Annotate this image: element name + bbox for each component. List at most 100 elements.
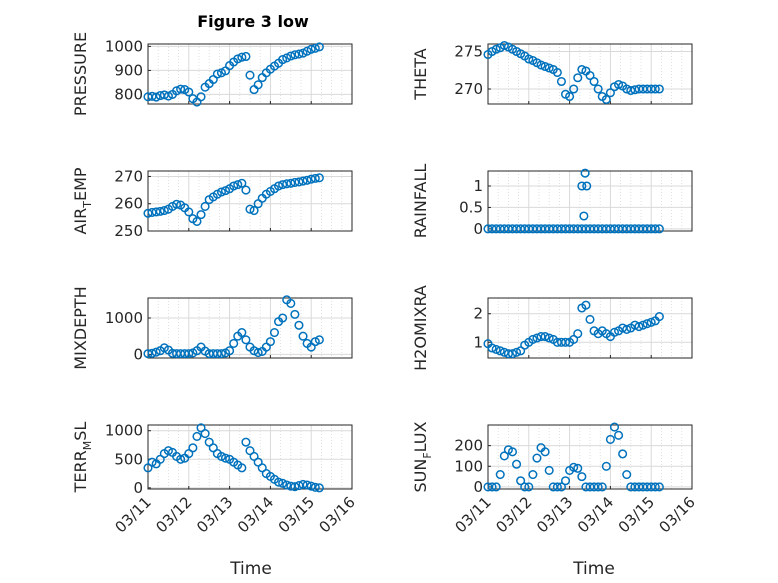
x-tick-label: 03/13: [533, 493, 576, 536]
data-point: [147, 457, 157, 467]
y-tick-label: 500: [114, 450, 143, 468]
data-point: [278, 55, 288, 65]
data-point: [552, 67, 562, 78]
y-axis-label-main: MIXDEPTH: [71, 286, 90, 369]
data-point: [269, 327, 280, 338]
data-point: [544, 333, 554, 343]
data-point: [188, 443, 198, 453]
y-tick-label: 0: [133, 479, 143, 497]
data-point: [654, 224, 664, 234]
data-point: [306, 44, 316, 54]
x-tick-label: 03/11: [112, 493, 155, 536]
data-point: [274, 181, 284, 191]
data-point: [507, 349, 518, 359]
data-point: [618, 449, 628, 459]
data-point: [257, 73, 267, 83]
data-point: [487, 343, 497, 353]
data-point: [237, 52, 247, 62]
y-axis-label-main: RAINFALL: [411, 164, 430, 239]
data-point: [491, 344, 501, 354]
data-point: [314, 42, 324, 52]
data-point: [241, 335, 251, 345]
y-axis-label: MIXDEPTH: [71, 286, 90, 369]
data-point: [253, 80, 263, 90]
data-point: [249, 85, 259, 95]
data-point: [540, 447, 550, 457]
data-point: [654, 84, 664, 94]
data-point: [196, 210, 206, 220]
axes-box: [147, 43, 353, 105]
data-point: [540, 332, 550, 342]
data-point: [286, 298, 296, 309]
data-point: [552, 482, 562, 492]
y-axis-label: TERRMSL: [71, 422, 94, 494]
y-axis-label-main: PRESSURE: [71, 32, 90, 116]
data-point: [282, 480, 292, 490]
y-tick-label: 275: [454, 43, 483, 61]
subplot-row1-left: 800 900 1000 PRESSURE: [71, 32, 353, 116]
data-point: [290, 50, 300, 60]
data-point: [499, 347, 509, 357]
x-tick-label: 03/16: [316, 493, 359, 536]
data-point: [512, 347, 522, 357]
data-point: [650, 224, 660, 234]
x-axis-label-left: Time: [229, 559, 272, 579]
x-tick-label: 03/15: [275, 493, 318, 536]
data-point: [626, 85, 636, 96]
data-point: [536, 332, 546, 342]
data-point: [503, 349, 513, 359]
y-axis-label-subscript: T: [81, 201, 94, 209]
data-point: [565, 91, 575, 102]
data-point: [302, 480, 312, 490]
data-point: [569, 462, 579, 472]
data-point: [306, 174, 316, 184]
data-point: [278, 180, 288, 190]
y-axis-label: RAINFALL: [411, 164, 430, 239]
data-point: [237, 178, 247, 188]
data-point: [573, 463, 583, 473]
data-point: [601, 94, 611, 105]
y-tick-label: 800: [114, 85, 143, 103]
y-axis-label-main: AIR: [71, 208, 90, 235]
data-point: [577, 181, 587, 191]
data-point: [560, 337, 571, 347]
data-point: [237, 463, 247, 473]
data-point: [654, 312, 664, 322]
axes-box: [147, 424, 353, 490]
x-tick-label: 03/15: [615, 493, 658, 536]
data-point: [176, 84, 186, 94]
data-point: [229, 338, 239, 349]
data-point: [245, 70, 255, 80]
data-point: [298, 176, 308, 186]
subplot-row1-right: 270 275 THETA: [411, 40, 693, 105]
subplot-row3-left: 0 1000 MIXDEPTH: [71, 286, 353, 370]
data-point: [290, 482, 300, 492]
data-point: [577, 472, 587, 482]
data-point: [151, 347, 161, 357]
data-point: [241, 437, 251, 447]
data-point: [290, 309, 300, 319]
data-point: [290, 177, 300, 188]
axes-box: [147, 297, 353, 359]
y-axis-label: H2OMIXRA: [411, 285, 430, 371]
data-point: [646, 317, 656, 327]
data-point: [278, 478, 288, 488]
data-point: [265, 337, 275, 347]
data-point: [577, 64, 587, 75]
x-tick-label: 03/16: [656, 493, 699, 536]
y-axis-label: THETA: [411, 48, 430, 100]
data-point: [593, 84, 603, 94]
data-point: [200, 429, 210, 439]
data-point: [306, 481, 316, 491]
y-tick-label: 1000: [105, 309, 143, 327]
y-tick-label: 0: [473, 220, 483, 238]
axes-box: [147, 170, 353, 232]
subplot-row3-right: 1 2 H2OMIXRA: [411, 285, 693, 371]
data-point: [585, 314, 595, 324]
data-point: [622, 469, 632, 480]
data-point: [200, 201, 210, 212]
